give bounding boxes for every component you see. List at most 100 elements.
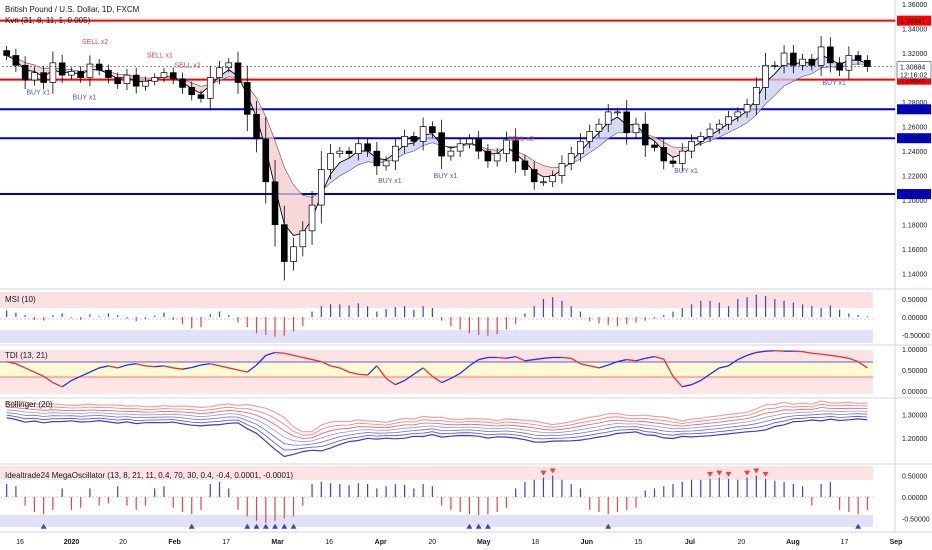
candle-body [466,138,473,145]
time-axis[interactable]: 16 2020 20 Feb 17 Mar 16 Apr 20 May 18 Jun 15 Jul 20 Au… [16,539,902,546]
msi-pane[interactable]: MSI (10) [0,292,873,343]
price-axis[interactable]: 1.36000 1.34000 1.32000 1.28000 1.26000 1.240… [2,2,932,279]
tdi-segment [256,354,267,366]
candle-body [77,71,84,78]
tdi-segment [719,365,729,369]
time-tick-label: Mar [271,539,284,546]
tdi-segment [515,356,526,362]
price-tick-label: 1.20000 [902,198,927,205]
tdi-segment [52,382,63,388]
msi-oversold-zone [0,330,873,343]
tdi-segment [802,350,812,354]
price-tick-label: 1.32000 [902,51,927,58]
time-tick-label: 17 [841,539,849,546]
tdi-segment [191,364,202,369]
indicator-label: Kvn (31, 8, 11, 1, 0.005) [5,16,91,25]
tdi-pane[interactable]: TDI (13, 21) [0,350,873,394]
candle-body [614,111,621,114]
tdi-segment [543,356,553,359]
candle-body [447,150,455,157]
indicator-tick-label: 0.50000 [902,473,927,480]
mega-oscillator-pane[interactable]: Idealtrade24 MegaOscillator (13, 8, 21, … [0,466,873,529]
candle-body [345,150,353,154]
time-tick-label: Feb [168,539,180,546]
oversold-marker [262,523,269,529]
time-tick-label: 2020 [64,539,80,546]
indicator-tick-label: 0.00000 [902,495,927,502]
candlestick-series[interactable] [3,36,871,281]
level-tag [897,15,931,26]
candle-body [253,113,260,140]
candle-body [327,153,334,170]
tdi-segment [219,365,229,369]
time-tick-label: 20 [738,539,746,546]
candle-body [632,123,640,134]
candle-body [197,94,205,99]
tdi-segment [598,364,609,369]
candle-body [40,72,47,83]
signal-label: SELL x2 [174,62,200,69]
tdi-segment [709,367,720,375]
tdi-segment [626,358,637,362]
price-tick-label: 1.26000 [902,125,927,132]
bollinger-pane[interactable]: Bollinger (20) [5,400,868,458]
tdi-segment [302,356,313,361]
tdi-segment [330,365,340,369]
candle-body [623,111,631,134]
time-tick-label: Jul [685,539,695,546]
cloud-segment [219,69,229,81]
candle-body [216,67,223,78]
candle-body [151,77,159,82]
tdi-segment [422,367,433,377]
candle-body [419,126,427,142]
candle-body [49,62,57,83]
tdi-lower-zone [0,377,873,394]
candle-body [401,136,408,147]
indicator-tick-label: -0.50000 [902,333,930,340]
signal-label: BUY x1 [73,95,97,102]
candle-body [364,143,371,152]
level-tag [897,189,931,200]
candle-body [660,147,668,162]
tdi-segment [524,358,535,362]
bollinger-band-line [6,417,868,458]
cloud-segment [293,185,303,236]
cloud-segment [784,63,794,86]
oversold-marker [855,523,862,529]
bollinger-band-line [6,409,868,443]
oversold-marker [244,523,251,529]
signal-label: BUY x1 [674,168,698,175]
candle-body [558,163,566,177]
candle-body [799,58,806,66]
tdi-segment [432,375,442,384]
bollinger-bands [6,400,868,458]
tdi-segment [478,356,489,361]
oversold-marker [272,523,279,529]
time-tick-label: 16 [16,539,24,546]
fast-average-line [6,54,868,237]
tdi-segment [293,354,303,359]
indicator-tick-label: 1.20000 [902,436,927,443]
tdi-segment [811,352,822,355]
cloud-segment [302,195,313,234]
candle-body [86,63,94,78]
candle-body [641,123,649,146]
tdi-segment [580,363,590,367]
tdi-segment [746,351,757,356]
signal-label: BUY x1 [26,90,50,97]
tdi-segment [348,371,359,375]
candle-body [484,150,492,162]
oversold-marker [475,523,482,529]
candle-body [308,204,316,232]
price-tick-label: 1.14000 [902,272,927,279]
candle-body [21,64,29,81]
candle-body [132,74,140,87]
candle-body [521,160,529,170]
tdi-segment [80,371,91,377]
time-tick-label: 18 [531,539,539,546]
countdown-label: 12:16:02 [900,73,927,80]
tdi-upper-zone [0,350,873,362]
